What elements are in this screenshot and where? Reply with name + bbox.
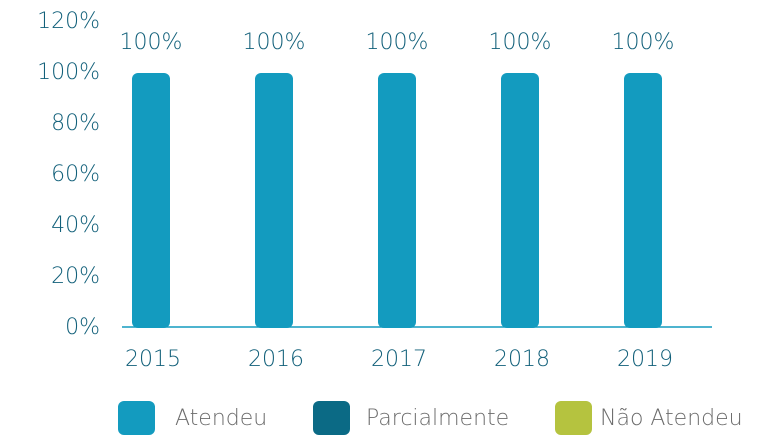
data-label: 100% xyxy=(612,30,675,55)
y-tick-label: 60% xyxy=(51,162,100,187)
y-tick-label: 40% xyxy=(51,213,100,238)
bar xyxy=(624,73,662,328)
y-tick-label: 0% xyxy=(65,315,100,340)
legend-swatch xyxy=(313,401,350,435)
legend-label: Não Atendeu xyxy=(600,406,743,431)
x-tick-label: 2015 xyxy=(125,347,181,372)
legend-swatch xyxy=(118,401,155,435)
bar xyxy=(501,73,539,328)
data-label: 100% xyxy=(489,30,552,55)
x-tick-label: 2017 xyxy=(371,347,427,372)
bar xyxy=(378,73,416,328)
data-label: 100% xyxy=(366,30,429,55)
bar xyxy=(255,73,293,328)
y-tick-label: 80% xyxy=(51,111,100,136)
x-tick-label: 2016 xyxy=(248,347,304,372)
data-label: 100% xyxy=(243,30,306,55)
y-tick-label: 100% xyxy=(37,60,100,85)
legend-label: Parcialmente xyxy=(366,406,509,431)
legend-swatch xyxy=(555,401,592,435)
y-tick-label: 20% xyxy=(51,264,100,289)
bar xyxy=(132,73,170,328)
legend-label: Atendeu xyxy=(175,406,267,431)
y-tick-label: 120% xyxy=(37,9,100,34)
x-tick-label: 2018 xyxy=(494,347,550,372)
x-tick-label: 2019 xyxy=(617,347,673,372)
data-label: 100% xyxy=(120,30,183,55)
